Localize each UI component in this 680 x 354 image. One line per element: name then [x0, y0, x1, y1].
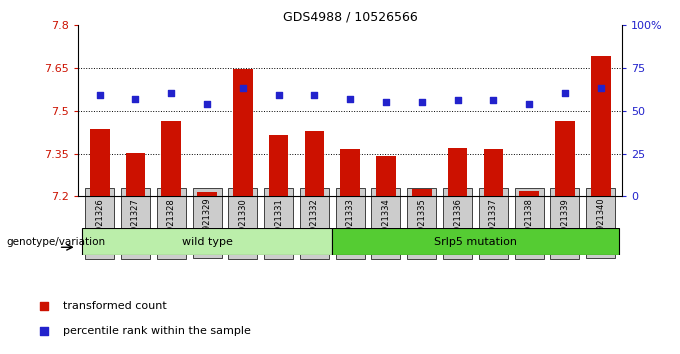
Text: genotype/variation: genotype/variation: [7, 238, 106, 247]
Point: [381, 99, 392, 105]
Bar: [82, 228, 333, 255]
Bar: [90, 129, 109, 196]
Bar: [376, 156, 396, 196]
Point: [524, 101, 534, 107]
Point: [95, 92, 105, 98]
Text: Srlp5 mutation: Srlp5 mutation: [434, 236, 517, 247]
Bar: [412, 189, 432, 196]
Bar: [233, 69, 253, 196]
Bar: [591, 56, 611, 196]
Point: [345, 96, 356, 102]
Point: [237, 85, 248, 91]
Bar: [447, 148, 467, 196]
Point: [309, 92, 320, 98]
Bar: [126, 153, 146, 196]
Text: transformed count: transformed count: [63, 301, 167, 310]
Point: [416, 99, 427, 105]
Point: [130, 96, 141, 102]
Bar: [520, 191, 539, 196]
Point: [595, 85, 606, 91]
Bar: [197, 192, 217, 196]
Text: wild type: wild type: [182, 236, 233, 247]
Text: percentile rank within the sample: percentile rank within the sample: [63, 326, 250, 336]
Title: GDS4988 / 10526566: GDS4988 / 10526566: [283, 11, 418, 24]
Point: [38, 328, 49, 334]
Bar: [333, 228, 619, 255]
Bar: [341, 149, 360, 196]
Bar: [555, 121, 575, 196]
Bar: [161, 121, 181, 196]
Point: [560, 91, 571, 96]
Bar: [269, 135, 288, 196]
Bar: [483, 149, 503, 196]
Point: [488, 97, 499, 103]
Point: [38, 303, 49, 308]
Bar: [305, 131, 324, 196]
Point: [273, 92, 284, 98]
Point: [452, 97, 463, 103]
Point: [166, 91, 177, 96]
Point: [201, 101, 212, 107]
